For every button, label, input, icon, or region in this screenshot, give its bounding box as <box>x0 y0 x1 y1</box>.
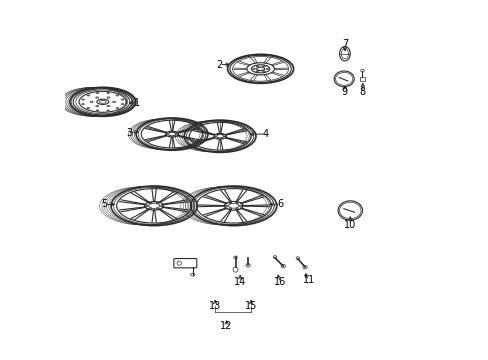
Text: 15: 15 <box>244 301 257 311</box>
Text: 2: 2 <box>216 59 222 69</box>
Text: 8: 8 <box>359 87 365 97</box>
Text: 7: 7 <box>341 39 347 49</box>
Text: 5: 5 <box>102 199 107 210</box>
Text: 11: 11 <box>302 275 315 285</box>
Text: 6: 6 <box>277 199 283 210</box>
Text: 16: 16 <box>274 277 286 287</box>
Text: 13: 13 <box>208 301 221 311</box>
Text: 10: 10 <box>344 220 356 230</box>
Text: 9: 9 <box>341 87 347 97</box>
Text: 12: 12 <box>220 321 232 331</box>
Text: 4: 4 <box>263 129 268 139</box>
Text: 14: 14 <box>234 277 246 287</box>
Bar <box>359 77 364 81</box>
Text: 1: 1 <box>134 98 140 108</box>
Text: 3: 3 <box>126 128 132 138</box>
